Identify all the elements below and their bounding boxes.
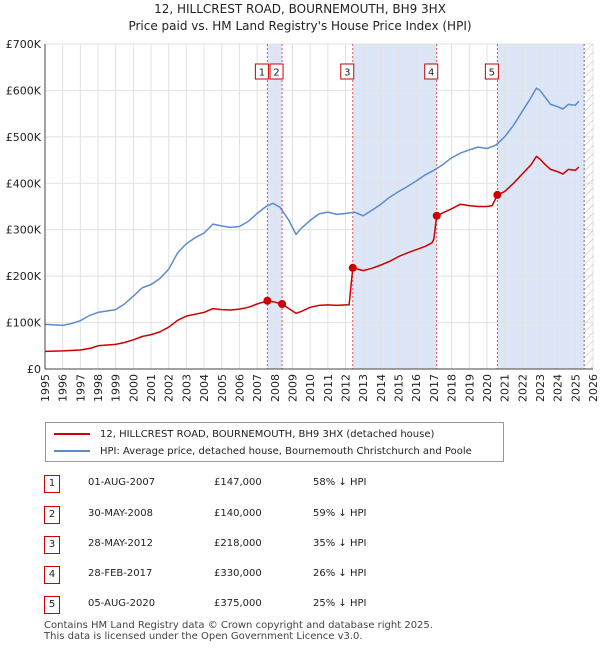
chart-subtitle: Price paid vs. HM Land Registry's House … bbox=[128, 19, 472, 33]
table-row: 4 28-FEB-2017 £330,000 26% ↓ HPI bbox=[0, 566, 600, 586]
x-tick-label: 2026 bbox=[587, 374, 600, 402]
sale-number-badge: 3 bbox=[44, 536, 60, 554]
x-tick-label: 2013 bbox=[357, 374, 370, 402]
sale-price: £375,000 bbox=[214, 598, 262, 609]
x-tick-label: 2022 bbox=[516, 374, 529, 402]
sale-badge-box bbox=[340, 63, 355, 80]
sale-point bbox=[348, 263, 357, 272]
y-tick-label: £200K bbox=[6, 270, 42, 283]
sale-date: 30-MAY-2008 bbox=[88, 508, 154, 519]
ownership-shade bbox=[497, 44, 585, 369]
chart-title: 12, HILLCREST ROAD, BOURNEMOUTH, BH9 3HX bbox=[154, 2, 446, 16]
footer-copyright: Contains HM Land Registry data © Crown c… bbox=[44, 620, 433, 631]
legend-item-hpi: HPI: Average price, detached house, Bour… bbox=[46, 443, 472, 459]
table-row: 3 28-MAY-2012 £218,000 35% ↓ HPI bbox=[0, 536, 600, 556]
sale-hpi-diff: 59% ↓ HPI bbox=[313, 508, 367, 519]
sale-hpi-diff: 26% ↓ HPI bbox=[313, 568, 367, 579]
sale-badge-box bbox=[269, 63, 284, 80]
sale-hpi-diff: 35% ↓ HPI bbox=[313, 538, 367, 549]
x-tick-label: 2004 bbox=[198, 374, 211, 402]
x-tick-label: 2003 bbox=[180, 374, 193, 402]
sale-point bbox=[493, 190, 502, 199]
sale-date: 28-FEB-2017 bbox=[88, 568, 153, 579]
sale-number-badge: 5 bbox=[44, 596, 60, 614]
y-tick-label: £0 bbox=[27, 363, 41, 376]
y-tick-label: £500K bbox=[6, 131, 42, 144]
y-tick-label: £300K bbox=[6, 224, 42, 237]
sale-number-badge: 4 bbox=[44, 566, 60, 584]
legend-swatch-hpi bbox=[54, 450, 90, 452]
x-tick-label: 2000 bbox=[127, 374, 140, 402]
legend-swatch-property bbox=[54, 433, 90, 435]
table-row: 2 30-MAY-2008 £140,000 59% ↓ HPI bbox=[0, 506, 600, 526]
sale-badge-label: 3 bbox=[344, 68, 350, 79]
x-tick-label: 2001 bbox=[145, 374, 158, 402]
y-tick-label: £600K bbox=[6, 84, 42, 97]
legend-label-property: 12, HILLCREST ROAD, BOURNEMOUTH, BH9 3HX… bbox=[100, 428, 435, 440]
x-tick-label: 2024 bbox=[552, 374, 565, 402]
sale-number-badge: 2 bbox=[44, 506, 60, 524]
legend-label-hpi: HPI: Average price, detached house, Bour… bbox=[100, 445, 472, 457]
sale-date: 05-AUG-2020 bbox=[88, 598, 156, 609]
sale-badge-box bbox=[484, 63, 499, 80]
y-tick-label: £700K bbox=[6, 38, 42, 51]
sale-point bbox=[278, 300, 287, 308]
sale-hpi-diff: 58% ↓ HPI bbox=[313, 477, 367, 488]
property-price-line bbox=[44, 155, 580, 353]
sale-badge-label: 2 bbox=[273, 68, 279, 79]
x-tick-label: 1997 bbox=[74, 374, 87, 402]
x-tick-label: 2020 bbox=[481, 374, 494, 402]
x-tick-label: 2025 bbox=[569, 374, 582, 402]
x-tick-label: 2002 bbox=[163, 374, 176, 402]
sale-price: £330,000 bbox=[214, 568, 262, 579]
x-tick-label: 1998 bbox=[92, 374, 105, 402]
legend-item-property: 12, HILLCREST ROAD, BOURNEMOUTH, BH9 3HX… bbox=[46, 426, 434, 442]
x-tick-label: 2016 bbox=[410, 374, 423, 402]
legend: 12, HILLCREST ROAD, BOURNEMOUTH, BH9 3HX… bbox=[45, 422, 504, 462]
x-tick-label: 2014 bbox=[375, 374, 388, 402]
sale-price: £140,000 bbox=[214, 508, 262, 519]
x-tick-label: 2005 bbox=[216, 374, 229, 402]
x-tick-label: 1996 bbox=[57, 374, 70, 402]
x-tick-label: 2007 bbox=[251, 374, 264, 402]
sale-price: £218,000 bbox=[214, 538, 262, 549]
ownership-shade bbox=[352, 44, 437, 369]
x-tick-label: 2006 bbox=[233, 374, 246, 402]
x-tick-label: 2009 bbox=[286, 374, 299, 402]
sale-badge-label: 4 bbox=[428, 68, 434, 79]
table-row: 1 01-AUG-2007 £147,000 58% ↓ HPI bbox=[0, 475, 600, 495]
x-tick-label: 2023 bbox=[534, 374, 547, 402]
x-tick-label: 2018 bbox=[446, 374, 459, 402]
future-hatch bbox=[584, 44, 593, 369]
x-tick-label: 2010 bbox=[304, 374, 317, 402]
sale-date: 01-AUG-2007 bbox=[88, 477, 156, 488]
x-tick-label: 2019 bbox=[463, 374, 476, 402]
footer-license: This data is licensed under the Open Gov… bbox=[44, 631, 363, 642]
sale-hpi-diff: 25% ↓ HPI bbox=[313, 598, 367, 609]
sale-price: £147,000 bbox=[214, 477, 262, 488]
sale-badge-label: 1 bbox=[259, 68, 265, 79]
y-tick-label: £400K bbox=[6, 177, 42, 190]
x-tick-label: 2015 bbox=[393, 374, 406, 402]
x-tick-label: 2012 bbox=[340, 374, 353, 402]
x-tick-label: 2017 bbox=[428, 374, 441, 402]
sale-point bbox=[432, 211, 441, 220]
x-tick-label: 1995 bbox=[39, 374, 52, 402]
hpi-line bbox=[44, 87, 580, 327]
sale-date: 28-MAY-2012 bbox=[88, 538, 154, 549]
x-tick-label: 2021 bbox=[499, 374, 512, 402]
sale-badge-box bbox=[254, 63, 269, 80]
x-tick-label: 1999 bbox=[110, 374, 123, 402]
sale-badge-box bbox=[424, 63, 439, 80]
x-tick-label: 2008 bbox=[269, 374, 282, 402]
sale-point bbox=[263, 296, 272, 305]
table-row: 5 05-AUG-2020 £375,000 25% ↓ HPI bbox=[0, 596, 600, 616]
y-tick-label: £100K bbox=[6, 317, 42, 330]
sale-number-badge: 1 bbox=[44, 475, 60, 493]
x-tick-label: 2011 bbox=[322, 374, 335, 402]
sale-badge-label: 5 bbox=[489, 68, 495, 79]
